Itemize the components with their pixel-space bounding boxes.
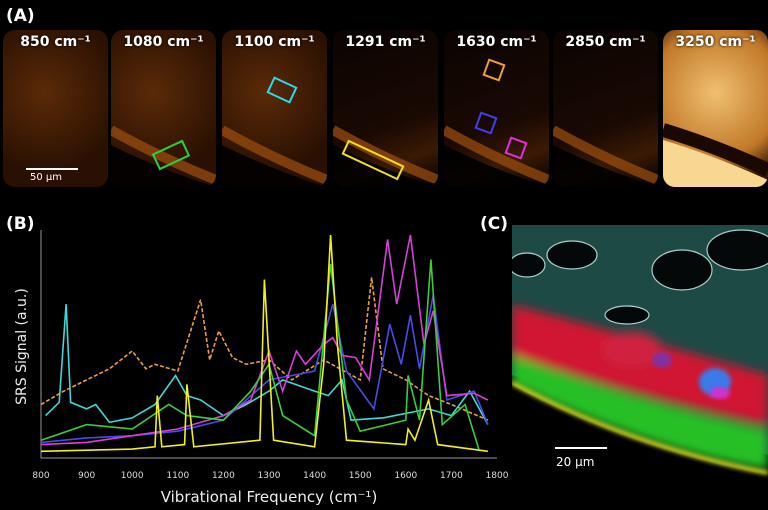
roi-box <box>151 139 191 171</box>
x-tick-label: 1300 <box>258 471 281 481</box>
y-axis-label: SRS Signal (a.u.) <box>14 288 30 405</box>
image-tile: 1100 cm⁻¹ <box>222 30 327 187</box>
composite-image: 20 µm <box>512 225 768 483</box>
scale-bar-c <box>555 447 607 449</box>
x-tick-label: 800 <box>32 471 49 481</box>
x-tick-label: 1200 <box>212 471 235 481</box>
x-tick-label: 900 <box>78 471 95 481</box>
roi-box <box>474 111 498 135</box>
spectra-chart: 800 900 1000 1100 1200 1300 1400 1500 1600 1700 18… <box>14 230 509 506</box>
roi-overlay <box>222 76 327 187</box>
image-tile: 2850 cm⁻¹ <box>553 30 658 187</box>
series-line <box>40 234 489 453</box>
composite-image-graphic <box>512 225 768 483</box>
series-line <box>40 277 489 421</box>
scale-bar-c-label: 20 µm <box>556 455 595 469</box>
roi-box <box>504 136 528 160</box>
tile-label: 1291 cm⁻¹ <box>345 34 426 50</box>
roi-overlay <box>3 30 108 187</box>
x-tick-label: 1700 <box>440 471 463 481</box>
tile-label: 3250 cm⁻¹ <box>675 34 756 50</box>
series-line <box>40 234 489 446</box>
roi-overlay <box>553 125 658 187</box>
tile-label: 2850 cm⁻¹ <box>565 34 646 50</box>
panel-a-label: (A) <box>6 6 35 26</box>
tile-label: 1100 cm⁻¹ <box>234 34 315 50</box>
scale-bar-a <box>26 168 78 170</box>
tile-label: 1080 cm⁻¹ <box>123 34 204 50</box>
panel-c-label: (C) <box>480 214 509 234</box>
roi-box <box>266 76 298 104</box>
series-line <box>40 259 480 450</box>
image-tile: 850 cm⁻¹ <box>3 30 108 187</box>
x-tick-label: 1600 <box>394 471 417 481</box>
image-tile: 1080 cm⁻¹ <box>111 30 216 187</box>
roi-overlay <box>333 125 438 187</box>
x-tick-label: 1500 <box>349 471 372 481</box>
x-tick-label: 1000 <box>121 471 144 481</box>
x-tick-label: 1100 <box>166 471 189 481</box>
roi-overlay <box>444 58 549 187</box>
x-tick-label: 1400 <box>303 471 326 481</box>
roi-overlay <box>663 123 768 187</box>
roi-box <box>341 139 405 181</box>
x-axis-label: Vibrational Frequency (cm⁻¹) <box>161 488 378 506</box>
x-tick-label: 1800 <box>486 471 509 481</box>
image-tile: 1630 cm⁻¹ <box>444 30 549 187</box>
tile-label: 1630 cm⁻¹ <box>456 34 537 50</box>
image-tile: 1291 cm⁻¹ <box>333 30 438 187</box>
roi-overlay <box>111 125 216 187</box>
panel-b-label: (B) <box>6 214 35 234</box>
tile-label: 850 cm⁻¹ <box>20 34 91 50</box>
image-tile: 3250 cm⁻¹ <box>663 30 768 187</box>
scale-bar-a-label: 50 µm <box>30 172 63 183</box>
roi-box <box>482 58 506 82</box>
